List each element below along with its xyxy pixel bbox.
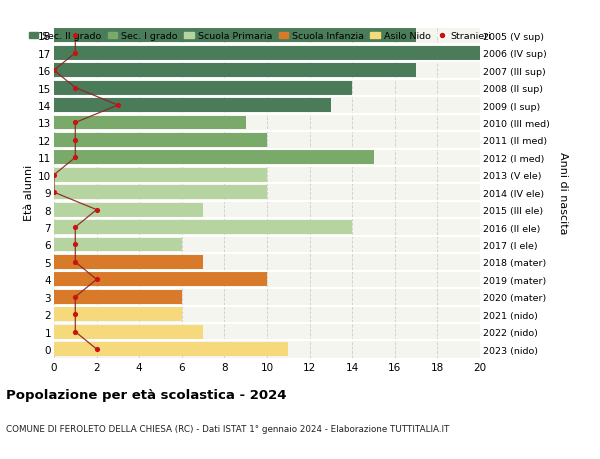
Bar (54, 134, 267, 147)
Point (49, 67, 59, 75)
Text: COMUNE DI FEROLETO DELLA CHIESA (RC) - Dati ISTAT 1° gennaio 2024 - Elaborazione: COMUNE DI FEROLETO DELLA CHIESA (RC) - D… (6, 425, 449, 434)
Legend: Sec. II grado, Sec. I grado, Scuola Primaria, Scuola Infanzia, Asilo Nido, Stran: Sec. II grado, Sec. I grado, Scuola Prim… (29, 32, 491, 41)
Point (113, 102, 123, 110)
Bar (54, 99, 331, 113)
Bar (54, 238, 182, 252)
Bar (54, 290, 182, 304)
Point (92, 346, 101, 353)
Point (92, 207, 101, 214)
Bar (54, 64, 416, 78)
Point (71, 293, 80, 301)
Y-axis label: Anni di nascita: Anni di nascita (558, 151, 568, 234)
Bar (54, 203, 203, 217)
Point (71, 328, 80, 336)
Point (71, 137, 80, 144)
Bar (54, 47, 480, 61)
Y-axis label: Età alunni: Età alunni (24, 165, 34, 221)
Point (92, 276, 101, 283)
Point (71, 259, 80, 266)
Point (71, 50, 80, 57)
Point (49, 172, 59, 179)
Bar (54, 168, 267, 182)
Point (71, 311, 80, 318)
Bar (54, 116, 246, 130)
Point (71, 85, 80, 92)
Bar (54, 29, 416, 43)
Point (71, 119, 80, 127)
Point (71, 154, 80, 162)
Bar (54, 342, 289, 356)
Point (71, 224, 80, 231)
Bar (54, 186, 267, 200)
Bar (54, 325, 203, 339)
Point (49, 189, 59, 196)
Point (71, 241, 80, 249)
Text: Popolazione per età scolastica - 2024: Popolazione per età scolastica - 2024 (6, 388, 287, 401)
Bar (54, 255, 203, 269)
Bar (54, 273, 267, 287)
Point (71, 33, 80, 40)
Bar (54, 308, 182, 321)
Bar (54, 81, 352, 95)
Bar (54, 151, 373, 165)
Bar (54, 221, 352, 235)
